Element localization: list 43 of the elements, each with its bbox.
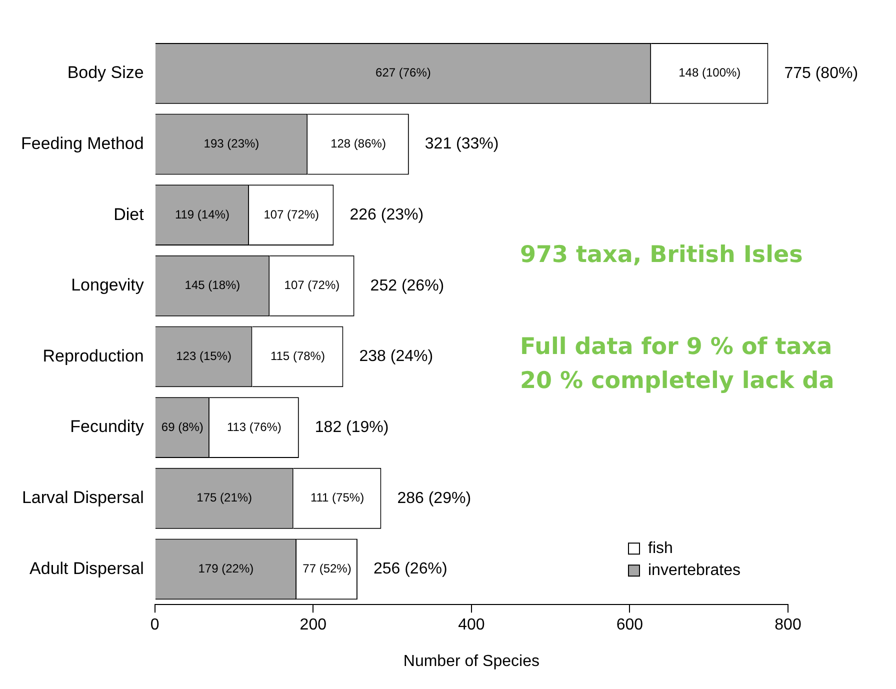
y-tick-label: Adult Dispersal — [30, 558, 144, 578]
data-label: 179 (22%) — [198, 562, 254, 576]
data-label: 113 (76%) — [226, 420, 282, 434]
annotation: 20 % completely lack da — [520, 368, 834, 394]
total-label: 286 (29%) — [397, 490, 472, 507]
data-label: 69 (8%) — [161, 420, 204, 434]
x-tick-label: 200 — [300, 616, 327, 634]
y-tick-label: Reproduction — [42, 346, 144, 366]
y-tick-label: Larval Dispersal — [22, 488, 144, 508]
x-tick-label: 600 — [616, 616, 644, 634]
y-tick-label: Fecundity — [70, 417, 144, 436]
total-label: 321 (33%) — [424, 136, 499, 153]
x-tick-label: 400 — [458, 616, 485, 634]
y-tick-label: Longevity — [71, 276, 144, 295]
total-label: 238 (24%) — [359, 348, 434, 366]
x-axis-title: Number of Species — [403, 652, 540, 670]
x-tick-label: 0 — [150, 616, 160, 634]
annotation: 973 taxa, British Isles — [520, 242, 803, 268]
y-tick-label: Feeding Method — [20, 134, 144, 153]
data-label: 115 (78%) — [270, 349, 325, 364]
data-label: 123 (15%) — [176, 349, 232, 364]
total-label: 775 (80%) — [784, 64, 858, 82]
y-tick-label: Body Size — [67, 63, 144, 82]
total-label: 256 (26%) — [373, 560, 448, 578]
data-label: 175 (21%) — [196, 490, 252, 505]
legend-label: invertebrates — [648, 562, 740, 580]
data-label: 148 (100%) — [678, 66, 741, 80]
data-label: 107 (72%) — [264, 207, 320, 222]
total-label: 252 (26%) — [370, 277, 444, 294]
x-tick-label: 800 — [774, 616, 802, 634]
data-label: 119 (14%) — [174, 207, 230, 222]
data-label: 77 (52%) — [302, 562, 352, 576]
total-label: 182 (19%) — [314, 418, 389, 436]
data-label: 145 (18%) — [184, 278, 240, 292]
data-label: 627 (76%) — [376, 66, 431, 80]
annotation: Full data for 9 % of taxa — [520, 334, 832, 360]
data-label: 107 (72%) — [284, 278, 340, 292]
y-tick-label: Diet — [114, 204, 144, 224]
data-label: 193 (23%) — [204, 136, 260, 151]
total-label: 226 (23%) — [350, 206, 424, 224]
data-label: 111 (75%) — [310, 490, 364, 505]
data-label: 128 (86%) — [330, 136, 386, 151]
legend-label: fish — [648, 540, 673, 558]
